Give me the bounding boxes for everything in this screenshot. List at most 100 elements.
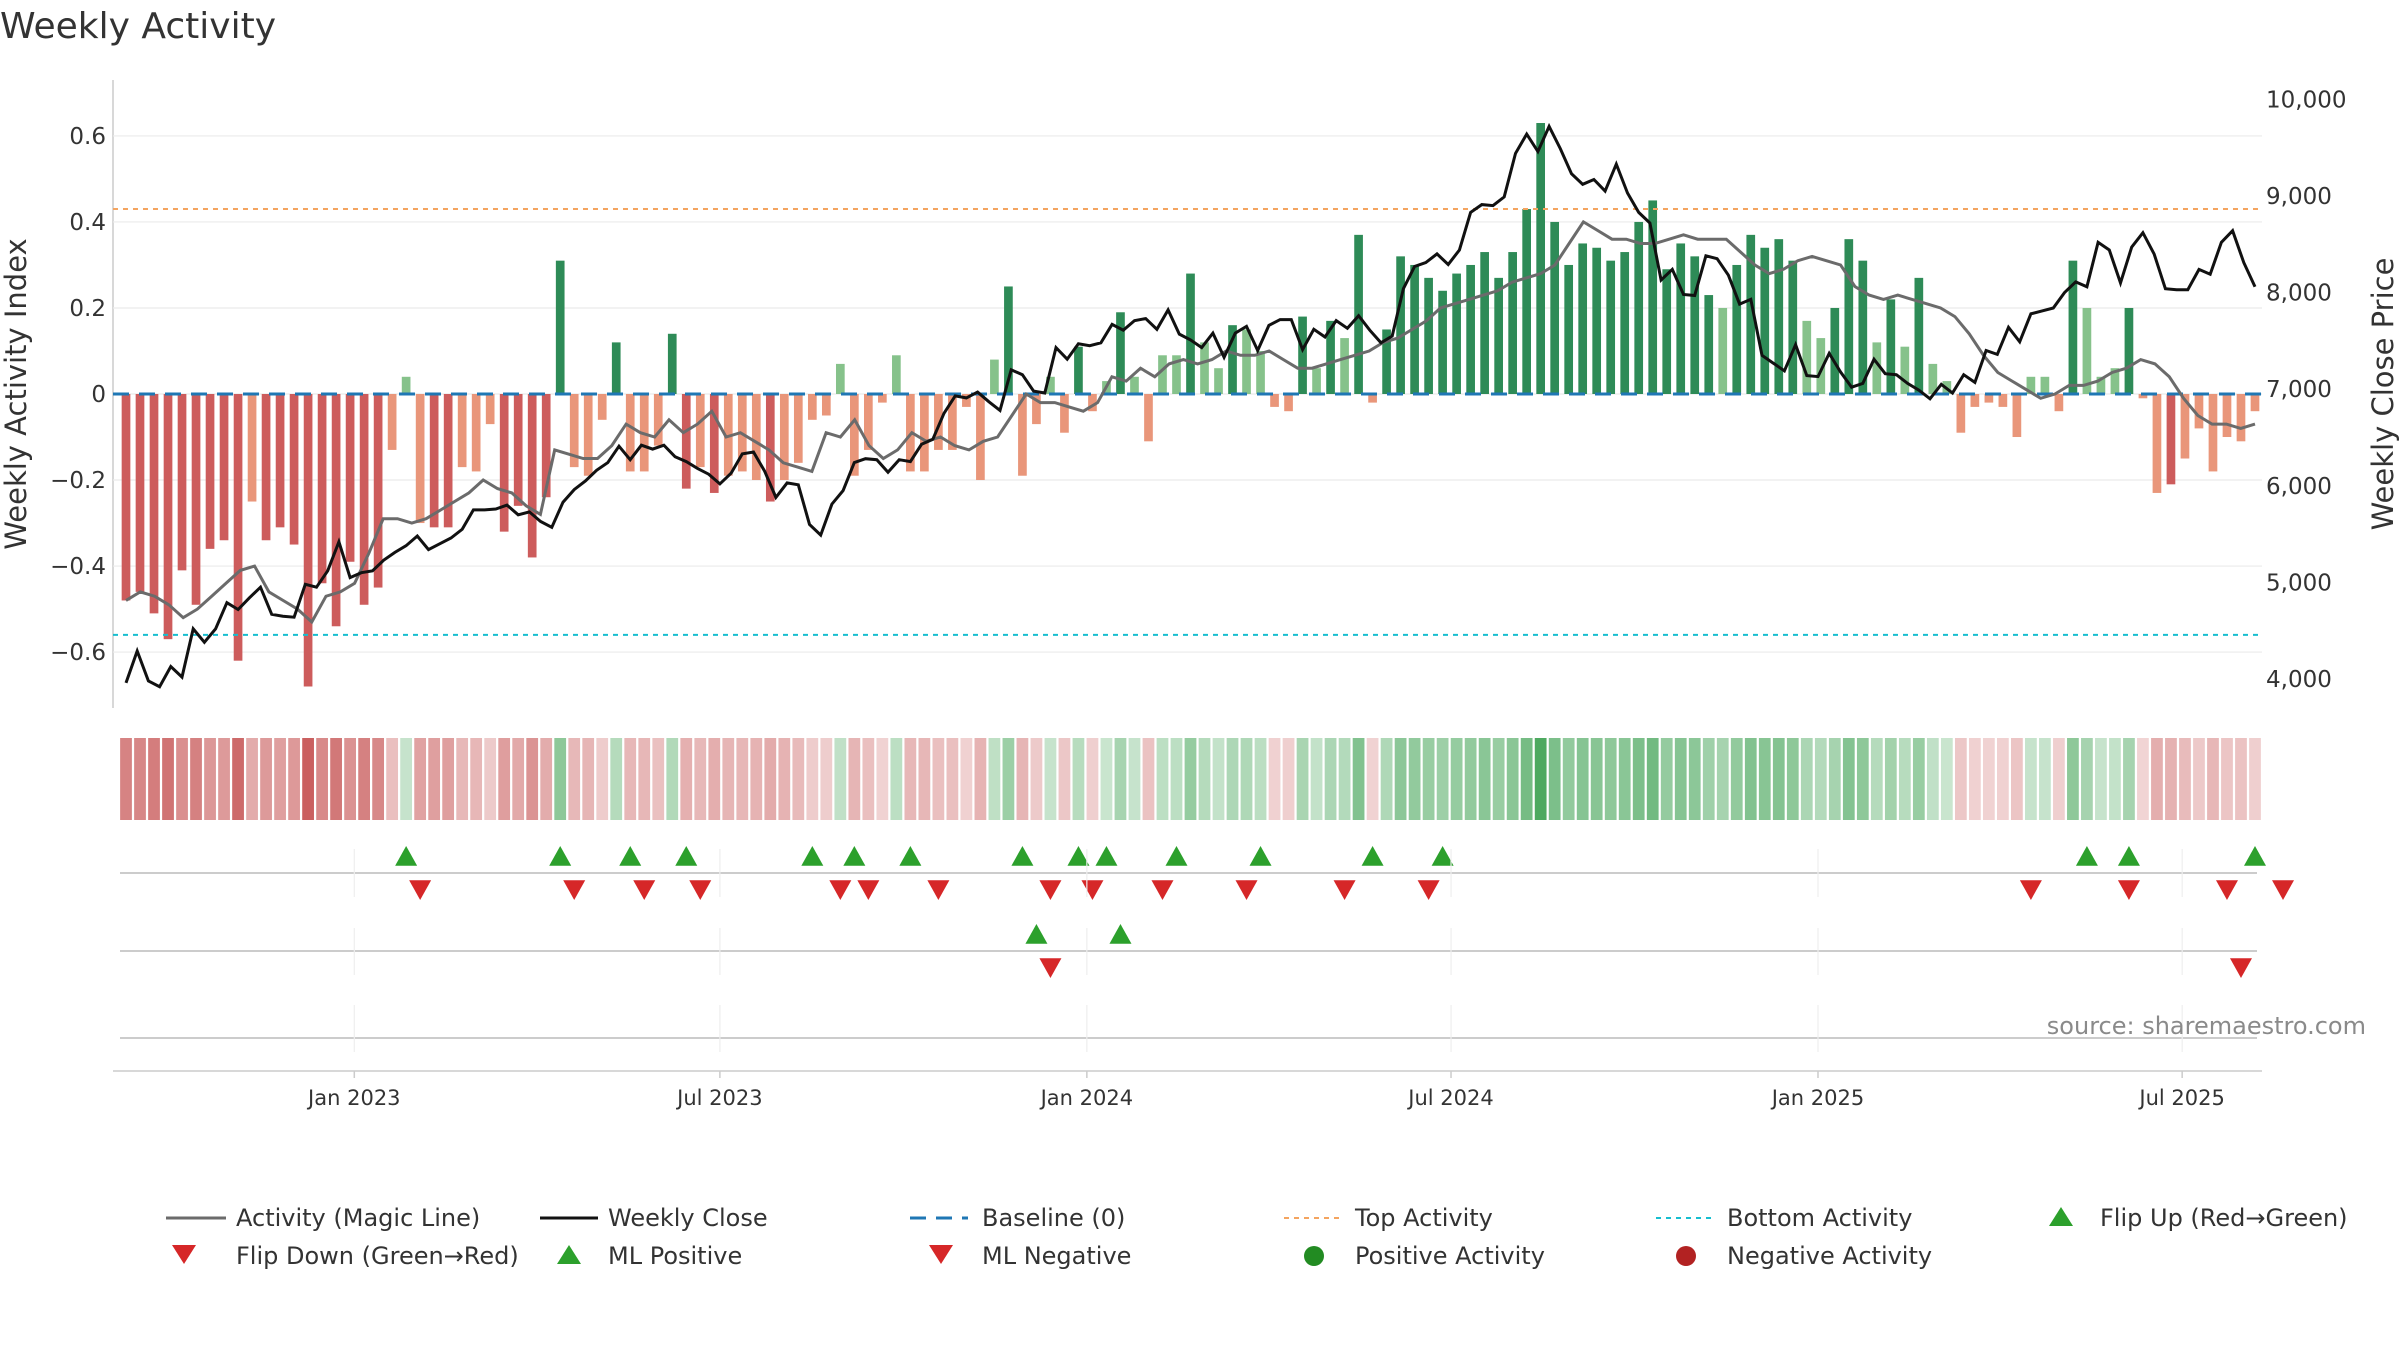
legend-ml-positive-marker-icon [557, 1245, 581, 1264]
flip-up-marker [619, 846, 642, 866]
heat-cell [470, 738, 483, 820]
legend-item-flip-down: Flip Down (Green→Red) [172, 1242, 519, 1270]
heat-cell [1786, 738, 1799, 820]
heat-cell [736, 738, 749, 820]
activity-bar [1550, 221, 1560, 394]
legend-item-bottom-activity: Bottom Activity [1656, 1204, 1912, 1232]
heat-cell [1156, 738, 1169, 820]
activity-bar [625, 394, 635, 472]
heat-cell [862, 738, 875, 820]
heat-cell [1842, 738, 1855, 820]
activity-bar [1298, 316, 1307, 394]
activity-bar [1270, 394, 1279, 407]
x-tick-label: Jul 2025 [2137, 1086, 2224, 1110]
heat-cell [1464, 738, 1477, 820]
heat-cell [2235, 738, 2247, 820]
legend-item-negative-activity: Negative Activity [1676, 1242, 1932, 1270]
ml-positive-marker [1109, 924, 1132, 944]
legend-label-ml-negative: ML Negative [982, 1242, 1131, 1270]
heat-cell [148, 738, 160, 820]
flip-up-marker [2117, 846, 2140, 866]
heat-cell [1016, 738, 1029, 820]
activity-bar [2138, 394, 2148, 399]
activity-bar [1998, 394, 2008, 407]
heat-cell [372, 738, 385, 820]
activity-bar [485, 394, 495, 425]
x-tick-label: Jan 2023 [306, 1086, 401, 1110]
activity-bar [864, 394, 873, 450]
legend-label-baseline: Baseline (0) [982, 1204, 1125, 1232]
activity-bar [289, 394, 299, 545]
activity-bar [1424, 277, 1433, 394]
heat-cell [442, 738, 455, 820]
activity-bar [2012, 394, 2022, 438]
heat-cell [456, 738, 469, 820]
heat-cell [1632, 738, 1645, 820]
activity-bar [541, 394, 551, 498]
heat-cell [834, 738, 847, 820]
flip-up-marker [395, 846, 418, 866]
heat-cell [918, 738, 931, 820]
activity-bar [1116, 312, 1125, 394]
activity-bar [779, 394, 789, 481]
activity-bar [191, 394, 201, 605]
heat-cell [582, 738, 595, 820]
flip-down-marker [829, 880, 852, 900]
activity-bar [2250, 394, 2260, 412]
flip-down-marker [1333, 880, 1356, 900]
heat-cell [1296, 738, 1309, 820]
flip-up-marker [1011, 846, 1034, 866]
activity-bar [1690, 256, 1700, 394]
y2-axis-ticks: 10,000 9,000 8,000 7,000 6,000 5,000 4,000 [2266, 87, 2346, 693]
heat-cell [302, 738, 314, 820]
activity-bar [1046, 376, 1055, 394]
legend-ml-negative-marker-icon [929, 1245, 953, 1264]
activity-bar [695, 394, 705, 468]
activity-bar [1144, 394, 1153, 442]
activity-bar [1494, 277, 1503, 394]
activity-bar [1242, 329, 1251, 394]
heat-cell [1422, 738, 1435, 820]
activity-bar [2054, 394, 2064, 412]
activity-bar [1662, 269, 1672, 394]
heat-cell [1086, 738, 1099, 820]
activity-bar [1214, 368, 1223, 394]
activity-bar [1004, 286, 1013, 394]
flip-down-marker [1151, 880, 1174, 900]
activity-bar [317, 394, 327, 584]
y-axis-label: Weekly Activity Index [0, 238, 33, 549]
activity-bar [1396, 256, 1405, 394]
activity-bar [163, 394, 173, 640]
activity-bar [1928, 363, 1938, 394]
activity-bar [247, 394, 257, 502]
ml-negative-marker [2229, 958, 2252, 978]
y2-tick-label: 7,000 [2266, 377, 2332, 403]
heat-cell [218, 738, 230, 820]
heat-cell [120, 738, 132, 820]
heat-cell [1940, 738, 1953, 820]
activity-bar [2236, 394, 2246, 442]
activity-bar [1172, 355, 1181, 394]
activity-bar [821, 394, 831, 416]
heat-cell [1744, 738, 1757, 820]
activity-bar [1480, 252, 1489, 394]
activity-bar [892, 355, 901, 394]
activity-bars [121, 123, 2260, 687]
activity-bar [513, 394, 523, 506]
heat-cell [134, 738, 146, 820]
activity-bar [1200, 342, 1209, 394]
activity-bar [990, 359, 999, 394]
ml-signal-strip [120, 924, 2257, 978]
heat-cell [596, 738, 609, 820]
heat-cell [960, 738, 973, 820]
ml-positive-marker [1025, 924, 1048, 944]
activity-bar [1704, 295, 1714, 394]
heat-cell [1408, 738, 1421, 820]
activity-bar [2026, 376, 2036, 394]
flip-up-marker [675, 846, 698, 866]
heat-cell [1800, 738, 1813, 820]
heat-cell [778, 738, 791, 820]
activity-bar [2166, 394, 2176, 485]
heat-cell [2137, 738, 2149, 820]
activity-bar [401, 376, 411, 394]
